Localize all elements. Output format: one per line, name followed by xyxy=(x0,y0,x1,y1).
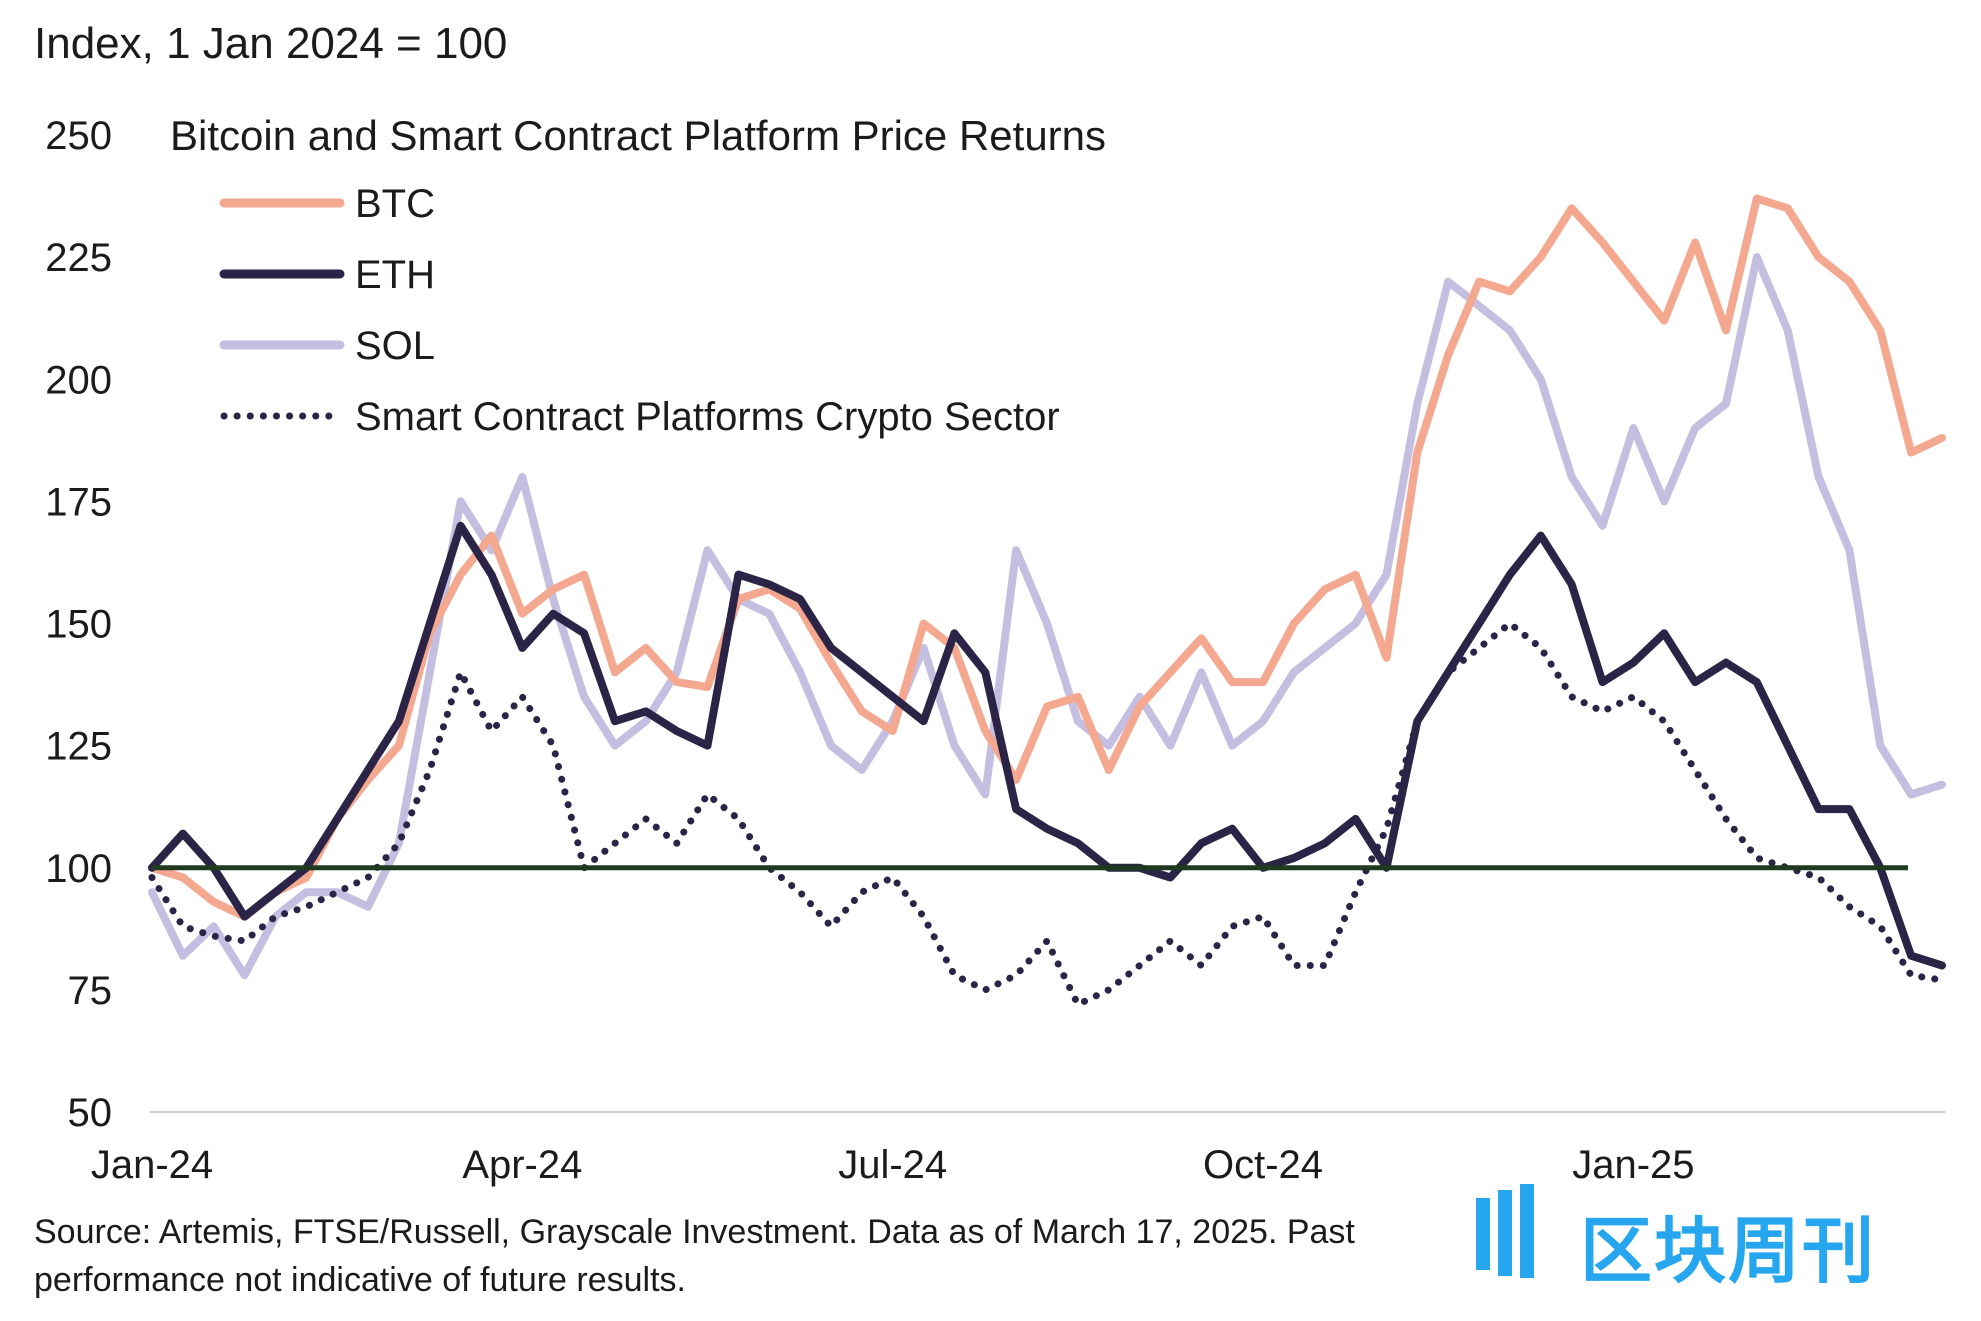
y-tick-label: 175 xyxy=(45,480,112,524)
series-layer xyxy=(148,194,1946,1008)
legend-label: ETH xyxy=(355,253,435,297)
source-note: Source: Artemis, FTSE/Russell, Grayscale… xyxy=(34,1213,1355,1299)
watermark: 区块周刊 xyxy=(1462,1180,1962,1293)
y-axis: 50 75 100 125 150 175 200 225 250 xyxy=(45,114,112,1135)
series-line-btc xyxy=(148,194,1946,921)
series-line-eth xyxy=(148,521,1946,970)
y-tick-label: 200 xyxy=(45,358,112,402)
legend: BTC ETH SOL Smart Contract Platforms Crypto… xyxy=(219,182,1060,439)
y-tick-label: 150 xyxy=(45,603,112,647)
y-tick-label: 50 xyxy=(68,1091,113,1135)
chart-title: Bitcoin and Smart Contract Platform Pric… xyxy=(170,112,1106,159)
x-tick-label: Jan-24 xyxy=(91,1143,213,1187)
x-tick-label: Jul-24 xyxy=(838,1143,947,1187)
y-tick-label: 250 xyxy=(45,114,112,158)
watermark-logo-icon xyxy=(1476,1184,1534,1278)
y-axis-label: Index, 1 Jan 2024 = 100 xyxy=(34,19,507,68)
y-tick-label: 125 xyxy=(45,725,112,769)
x-tick-label: Oct-24 xyxy=(1203,1143,1323,1187)
y-tick-label: 100 xyxy=(45,847,112,891)
watermark-text: 区块周刊 xyxy=(1580,1209,1877,1293)
y-tick-label: 75 xyxy=(68,969,113,1013)
legend-label: SOL xyxy=(355,324,435,368)
x-axis: Jan-24 Apr-24 Jul-24 Oct-24 Jan-25 xyxy=(91,1143,1695,1187)
legend-label: BTC xyxy=(355,182,435,226)
legend-label: Smart Contract Platforms Crypto Sector xyxy=(355,395,1060,439)
x-tick-label: Jan-25 xyxy=(1572,1143,1694,1187)
y-tick-label: 225 xyxy=(45,236,112,280)
series-line-smart-contract-platforms-crypto-sector xyxy=(148,620,1946,1008)
x-tick-label: Apr-24 xyxy=(462,1143,582,1187)
